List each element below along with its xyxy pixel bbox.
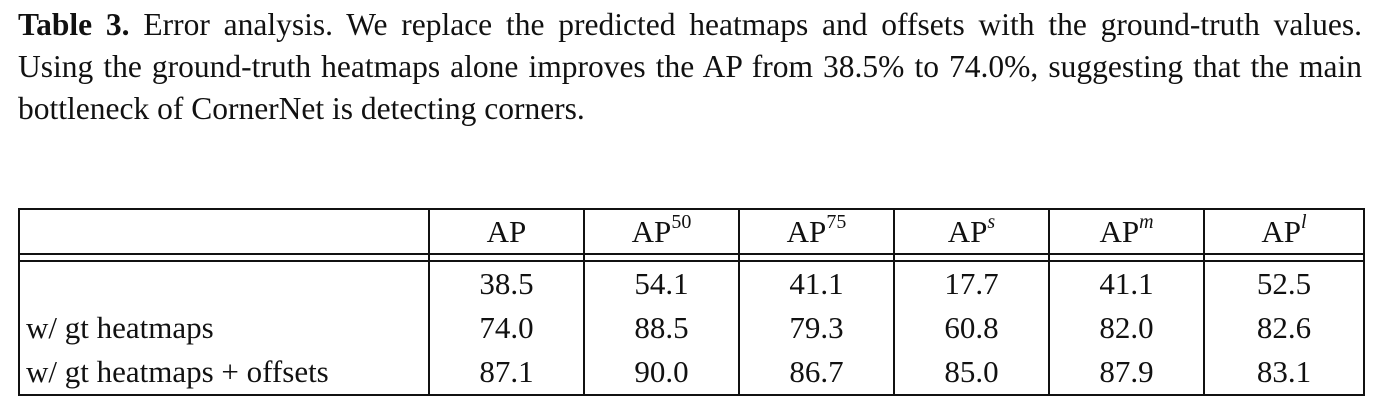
table-cell: 17.7 [893,261,1050,306]
column-header-sup: 50 [671,210,692,233]
column-header-base: AP [486,213,527,249]
table-cell: 86.7 [738,350,895,396]
column-header-sup: 75 [826,210,847,233]
table-cell: 88.5 [583,306,740,350]
double-rule-cell [428,253,585,262]
table-row: 38.5 54.1 41.1 17.7 41.1 52.5 [18,261,1365,306]
table-cell: 41.1 [1048,261,1205,306]
column-header-aps: APs [893,208,1050,254]
column-header-sup: m [1139,210,1154,233]
double-rule-cell [18,253,430,262]
table-cell: 79.3 [738,306,895,350]
double-rule [18,253,1365,262]
caption-text: Error analysis. We replace the predicted… [18,7,1362,126]
double-rule-cell [1203,253,1365,262]
table-cell: 74.0 [428,306,585,350]
column-header-ap75: AP75 [738,208,895,254]
row-label: w/ gt heatmaps [18,306,430,350]
column-header-apm: APm [1048,208,1205,254]
table-cell: 38.5 [428,261,585,306]
caption-label: Table 3. [18,7,130,42]
column-header-sup: l [1301,210,1307,233]
column-header-base: AP [947,213,988,249]
table-header-row: AP AP50 AP75 APs APm APl [18,208,1365,254]
double-rule-cell [738,253,895,262]
column-header-base: AP [631,213,672,249]
table-cell: 54.1 [583,261,740,306]
table-row: w/ gt heatmaps + offsets 87.1 90.0 86.7 … [18,350,1365,396]
row-label [18,261,430,306]
table-caption: Table 3. Error analysis. We replace the … [18,4,1362,130]
table-cell: 41.1 [738,261,895,306]
double-rule-cell [893,253,1050,262]
table-cell: 90.0 [583,350,740,396]
table-cell: 60.8 [893,306,1050,350]
header-row-label [18,208,430,254]
column-header-ap: AP [428,208,585,254]
double-rule-cell [1048,253,1205,262]
table-cell: 82.6 [1203,306,1365,350]
table-cell: 82.0 [1048,306,1205,350]
table-cell: 87.9 [1048,350,1205,396]
table-cell: 83.1 [1203,350,1365,396]
double-rule-cell [583,253,740,262]
results-table: AP AP50 AP75 APs APm APl 38.5 54.1 41.1 … [18,208,1365,396]
column-header-base: AP [786,213,827,249]
table-cell: 87.1 [428,350,585,396]
column-header-apl: APl [1203,208,1365,254]
column-header-base: AP [1099,213,1140,249]
column-header-base: AP [1261,213,1302,249]
table-cell: 85.0 [893,350,1050,396]
column-header-ap50: AP50 [583,208,740,254]
row-label: w/ gt heatmaps + offsets [18,350,430,396]
table-row: w/ gt heatmaps 74.0 88.5 79.3 60.8 82.0 … [18,306,1365,350]
column-header-sup: s [987,210,996,233]
table-cell: 52.5 [1203,261,1365,306]
